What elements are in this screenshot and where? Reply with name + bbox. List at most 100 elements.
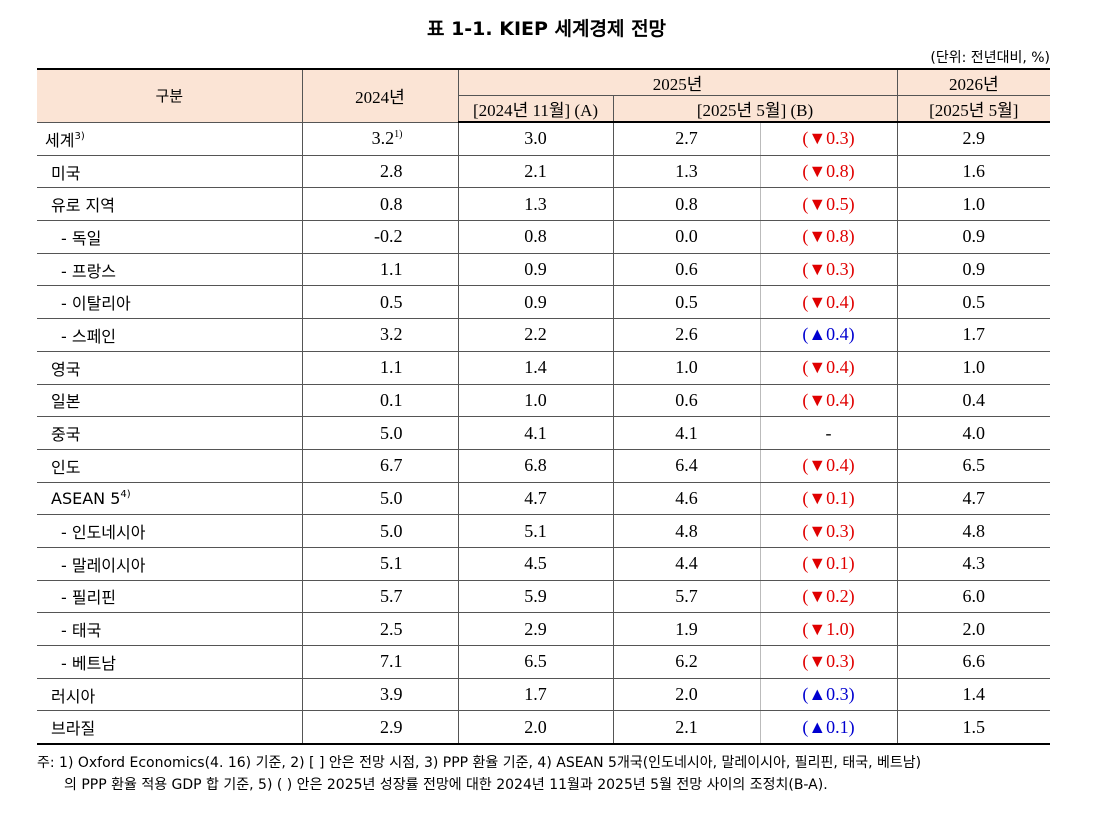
change-cell: (▼0.3): [759, 645, 898, 679]
label-text: - 인도네시아: [61, 523, 146, 543]
label-text: - 독일: [61, 228, 102, 248]
table-row: - 독일 -0.2 0.8 0.0 (▼0.8) 0.9: [37, 220, 1051, 254]
value-cell: 1.9: [612, 612, 761, 646]
value-text: 5.0: [380, 520, 403, 541]
change-cell: -: [759, 416, 898, 450]
change-cell: (▼0.5): [759, 187, 898, 222]
row-label: ASEAN 54): [37, 481, 303, 516]
value-cell: 2.1: [612, 710, 761, 746]
value-cell: 5.1: [457, 514, 614, 548]
table-row: 브라질 2.9 2.0 2.1 (▲0.1) 1.5: [37, 710, 1051, 746]
value-cell: 2.5: [301, 612, 459, 646]
value-cell: 4.1: [457, 416, 614, 450]
change-cell: (▼0.4): [759, 350, 898, 385]
row-label: - 베트남: [37, 645, 303, 679]
row-label: 중국: [37, 416, 303, 450]
value-cell: 2.7: [612, 121, 761, 156]
table-row: 세계3) 3.21) 3.0 2.7 (▼0.3) 2.9: [37, 121, 1051, 156]
row-label: - 필리핀: [37, 579, 303, 614]
value-cell: 1.7: [896, 318, 1051, 352]
value-cell: 1.3: [612, 154, 761, 189]
value-cell: 6.6: [896, 645, 1051, 679]
value-cell: 3.9: [301, 677, 459, 712]
footnote-mark: 4): [120, 488, 131, 500]
change-cell: (▼0.3): [759, 514, 898, 548]
row-label: - 프랑스: [37, 252, 303, 287]
table-row: ASEAN 54) 5.0 4.7 4.6 (▼0.1) 4.7: [37, 481, 1051, 516]
value-cell: 0.6: [612, 252, 761, 287]
change-cell: (▼0.4): [759, 285, 898, 320]
value-cell: 1.3: [457, 187, 614, 222]
footnotes: 주: 1) Oxford Economics(4. 16) 기준, 2) [ ]…: [37, 752, 1057, 796]
row-label: 세계3): [37, 121, 303, 156]
value-text: 0.1: [380, 389, 403, 410]
value-text: 1.1: [380, 259, 403, 280]
value-text: 0.8: [380, 193, 403, 214]
footnote-mark: 3): [74, 130, 85, 142]
row-label: 인도: [37, 448, 303, 483]
value-cell: 4.4: [612, 546, 761, 581]
value-cell: 2.1: [457, 154, 614, 189]
label-text: - 필리핀: [61, 588, 117, 608]
label-text: 영국: [51, 359, 81, 379]
value-cell: 0.9: [457, 285, 614, 320]
label-text: - 베트남: [61, 653, 117, 673]
table-row: - 프랑스 1.1 0.9 0.6 (▼0.3) 0.9: [37, 252, 1051, 287]
row-label: 일본: [37, 383, 303, 418]
label-text: - 스페인: [61, 326, 117, 346]
value-cell: 0.9: [896, 220, 1051, 254]
value-cell: 1.4: [457, 350, 614, 385]
change-cell: (▼1.0): [759, 612, 898, 646]
table-row: 일본 0.1 1.0 0.6 (▼0.4) 0.4: [37, 383, 1051, 418]
value-cell: 4.1: [612, 416, 761, 450]
table-row: 영국 1.1 1.4 1.0 (▼0.4) 1.0: [37, 350, 1051, 385]
value-cell: 1.0: [457, 383, 614, 418]
label-text: - 이탈리아: [61, 294, 131, 314]
value-cell: 2.0: [896, 612, 1051, 646]
change-cell: (▼0.4): [759, 383, 898, 418]
forecast-table: 구분 2024년 2025년 2026년 [2024년 11월] (A) [20…: [37, 68, 1051, 746]
row-label: - 말레이시아: [37, 546, 303, 581]
label-text: 일본: [51, 392, 81, 412]
value-cell: 4.5: [457, 546, 614, 581]
label-text: ASEAN 5: [51, 488, 121, 508]
footnote-mark: 1): [394, 129, 403, 141]
change-cell: (▼0.2): [759, 579, 898, 614]
value-cell: 1.1: [301, 350, 459, 385]
value-cell: 6.7: [301, 448, 459, 483]
value-cell: 5.0: [301, 514, 459, 548]
value-cell: 5.9: [457, 579, 614, 614]
value-cell: 6.2: [612, 645, 761, 679]
row-label: - 스페인: [37, 318, 303, 352]
change-cell: (▼0.4): [759, 448, 898, 483]
change-cell: (▲0.4): [759, 318, 898, 352]
table-row: - 베트남 7.1 6.5 6.2 (▼0.3) 6.6: [37, 645, 1051, 679]
value-text: 6.7: [380, 455, 403, 476]
unit-note: (단위: 전년대비, %): [930, 50, 1050, 66]
table-row: - 말레이시아 5.1 4.5 4.4 (▼0.1) 4.3: [37, 546, 1051, 581]
value-text: 5.0: [380, 422, 403, 443]
footnote-line: 의 PPP 환율 적용 GDP 합 기준, 5) ( ) 안은 2025년 성장…: [64, 777, 828, 793]
value-text: 7.1: [380, 651, 403, 672]
value-text: 3.2: [380, 324, 403, 345]
value-cell: 0.4: [896, 383, 1051, 418]
value-cell: 0.5: [301, 285, 459, 320]
value-cell: 4.6: [612, 481, 761, 516]
row-label: - 인도네시아: [37, 514, 303, 548]
header-cell: 2026년: [896, 68, 1051, 96]
table-row: - 스페인 3.2 2.2 2.6 (▲0.4) 1.7: [37, 318, 1051, 352]
value-cell: 1.7: [457, 677, 614, 712]
table-row: 러시아 3.9 1.7 2.0 (▲0.3) 1.4: [37, 677, 1051, 712]
label-text: 세계: [45, 130, 75, 150]
value-cell: 2.6: [612, 318, 761, 352]
change-cell: (▼0.3): [759, 121, 898, 156]
label-text: 러시아: [51, 686, 96, 706]
value-cell: 4.0: [896, 416, 1051, 450]
value-cell: 4.8: [612, 514, 761, 548]
value-cell: 3.21): [301, 121, 459, 156]
value-cell: 4.8: [896, 514, 1051, 548]
change-cell: (▼0.8): [759, 154, 898, 189]
label-text: 인도: [51, 457, 81, 477]
table-row: 중국 5.0 4.1 4.1-4.0: [37, 416, 1051, 450]
